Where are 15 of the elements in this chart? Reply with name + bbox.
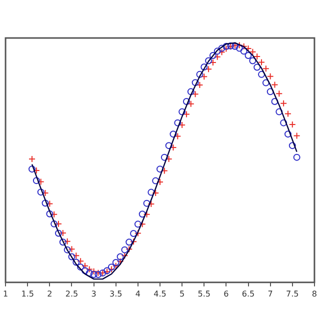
x-tick-label: 6.5 xyxy=(242,289,255,298)
x-tick-label: 2.5 xyxy=(65,289,78,298)
x-tick-label: 4.5 xyxy=(154,289,166,298)
x-tick-label: 7.5 xyxy=(286,289,299,298)
x-tick-label: 3.5 xyxy=(110,289,122,298)
x-tick-label: 1 xyxy=(3,289,8,298)
x-tick-label: 1.5 xyxy=(21,289,34,298)
x-tick-label: 3 xyxy=(91,289,96,298)
x-tick-label: 5.5 xyxy=(198,289,210,298)
x-tick-label: 2 xyxy=(47,289,52,298)
x-tick-label: 4 xyxy=(135,289,140,298)
x-tick-label: 8 xyxy=(312,289,317,298)
x-tick-label: 7 xyxy=(268,289,273,298)
x-tick-label: 6 xyxy=(224,289,229,298)
x-tick-label: 5 xyxy=(180,289,185,298)
